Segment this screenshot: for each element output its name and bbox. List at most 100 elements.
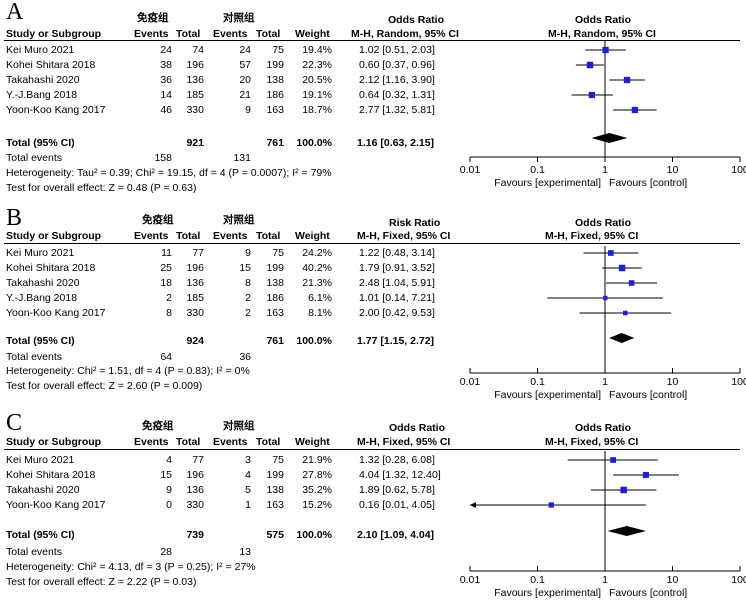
study-weight: 22.3% <box>302 59 332 71</box>
control-group-label: 对照组 <box>223 12 255 24</box>
x-tick-label: 0.01 <box>460 164 481 176</box>
ctl-events: 2 <box>245 307 251 319</box>
x-tick-label: 0.1 <box>530 376 545 388</box>
favours-right: Favours [control] <box>609 389 687 401</box>
study-name: Kohei Shitara 2018 <box>6 469 96 481</box>
exp-total: 77 <box>192 247 204 259</box>
exp-total: 136 <box>186 277 204 289</box>
study-effect: 2.48 [1.04, 5.91] <box>359 277 435 289</box>
study-weight: 24.2% <box>302 247 332 259</box>
point-estimate <box>618 264 626 272</box>
ctl-total: 138 <box>266 74 284 86</box>
ctl-total: 75 <box>272 247 284 259</box>
total-header-ctl: Total <box>256 230 281 242</box>
study-name: Yoon-Koo Kang 2017 <box>6 307 106 319</box>
study-weight: 21.9% <box>302 454 332 466</box>
point-estimate <box>628 280 635 286</box>
study-name: Takahashi 2020 <box>6 277 80 289</box>
plot-title: Odds Ratio <box>575 217 632 229</box>
x-tick-label: 0.01 <box>460 574 481 586</box>
total-events-ctl: 131 <box>233 152 251 164</box>
weight-header: Weight <box>295 436 330 448</box>
study-name: Kei Muro 2021 <box>6 44 75 56</box>
study-name: Kei Muro 2021 <box>6 454 75 466</box>
pooled-diamond <box>607 526 646 536</box>
x-tick-label: 100 <box>731 574 746 586</box>
ctl-events: 2 <box>245 292 251 304</box>
point-estimate <box>623 310 628 316</box>
ctl-events: 57 <box>239 59 251 71</box>
forest-panel-b: B 免疫组 对照组 Risk Ratio Odds Ratio Study or… <box>0 206 746 402</box>
point-estimate <box>602 46 609 54</box>
study-effect: 1.32 [0.28, 6.08] <box>359 454 435 466</box>
study-effect: 2.00 [0.42, 9.53] <box>359 307 435 319</box>
events-header-ctl: Events <box>213 28 248 40</box>
study-weight: 27.8% <box>302 469 332 481</box>
experimental-group-label: 免疫组 <box>137 12 169 24</box>
total-weight: 100.0% <box>296 137 332 149</box>
exp-total: 196 <box>186 262 204 274</box>
control-group-label: 对照组 <box>223 420 255 432</box>
experimental-group-label: 免疫组 <box>142 420 174 432</box>
ctl-total: 199 <box>266 469 284 481</box>
ctl-events: 24 <box>239 44 251 56</box>
study-header: Study or Subgroup <box>6 436 102 448</box>
study-weight: 18.7% <box>302 104 332 116</box>
header-rule <box>4 40 470 41</box>
forest-plot: 0.01 0.1 1 10 100 Favours [experimental] Favou… <box>460 40 746 189</box>
x-tick-label: 10 <box>667 164 679 176</box>
effect-subheader: M-H, Fixed, 95% CI <box>357 230 451 242</box>
study-name: Kohei Shitara 2018 <box>6 262 96 274</box>
total-events-ctl: 13 <box>239 546 251 558</box>
x-tick-label: 100 <box>731 164 746 176</box>
total-header-ctl: Total <box>256 28 281 40</box>
exp-total: 185 <box>186 89 204 101</box>
total-header-exp: Total <box>176 28 201 40</box>
exp-events: 8 <box>166 307 172 319</box>
study-effect: 0.60 [0.37, 0.96] <box>359 59 435 71</box>
total-events-ctl: 36 <box>239 351 251 363</box>
effect-header: Odds Ratio <box>389 422 446 434</box>
heterogeneity: Heterogeneity: Chi² = 1.51, df = 4 (P = … <box>6 365 250 377</box>
total-header-exp: Total <box>176 436 201 448</box>
ctl-events: 8 <box>245 277 251 289</box>
x-tick-label: 0.1 <box>530 574 545 586</box>
ci-arrow <box>470 502 476 508</box>
total-events-label: Total events <box>6 152 63 164</box>
pooled-diamond <box>591 133 628 143</box>
x-tick-label: 1 <box>602 574 608 586</box>
exp-events: 11 <box>161 247 172 259</box>
point-estimate <box>620 486 627 494</box>
study-name: Takahashi 2020 <box>6 74 80 86</box>
plot-subheader: M-H, Random, 95% CI <box>548 28 656 40</box>
study-name: Y.-J.Bang 2018 <box>6 89 78 101</box>
pooled-diamond <box>609 333 635 343</box>
total-effect: 1.16 [0.63, 2.15] <box>357 137 435 149</box>
favours-right: Favours [control] <box>609 587 687 599</box>
study-name: Kohei Shitara 2018 <box>6 59 96 71</box>
favours-left: Favours [experimental] <box>494 177 601 189</box>
study-name: Y.-J.Bang 2018 <box>6 292 78 304</box>
study-effect: 1.01 [0.14, 7.21] <box>359 292 435 304</box>
ctl-total: 163 <box>266 104 284 116</box>
x-tick-label: 100 <box>731 376 746 388</box>
total-exp-n: 739 <box>186 529 204 541</box>
exp-events: 0 <box>166 499 172 511</box>
study-effect: 4.04 [1.32, 12.40] <box>359 469 441 481</box>
total-events-exp: 64 <box>160 351 172 363</box>
point-estimate <box>586 61 594 69</box>
ctl-total: 75 <box>272 454 284 466</box>
forest-panel-a: A 免疫组 对照组 Odds Ratio Odds Ratio Study or… <box>0 0 746 196</box>
study-effect: 2.12 [1.16, 3.90] <box>359 74 435 86</box>
ctl-events: 4 <box>245 469 251 481</box>
exp-events: 4 <box>166 454 172 466</box>
forest-plot: 0.01 0.1 1 10 100 Favours [experimental] Favou… <box>460 451 746 599</box>
control-group-label: 对照组 <box>223 214 255 226</box>
study-weight: 35.2% <box>302 484 332 496</box>
exp-events: 25 <box>160 262 172 274</box>
point-estimate <box>588 91 596 99</box>
x-tick-label: 1 <box>602 376 608 388</box>
total-header-ctl: Total <box>256 436 281 448</box>
total-events-label: Total events <box>6 546 63 558</box>
study-effect: 1.89 [0.62, 5.78] <box>359 484 435 496</box>
